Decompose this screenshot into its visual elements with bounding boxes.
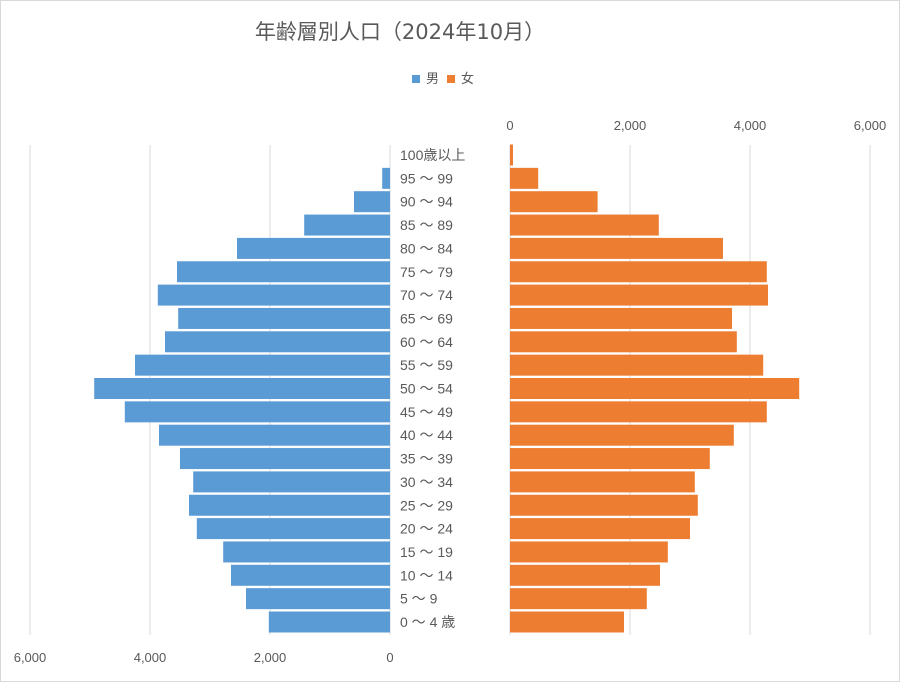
right-axis-tick-label: 2,000 [614,118,647,133]
bar-female [510,448,710,470]
category-label: 20 ～ 24 [400,521,453,537]
legend-label-female: 女 [461,72,475,87]
bar-female [510,494,698,516]
bar-female [510,144,513,166]
bar-male [94,378,390,399]
bar-male [382,167,390,189]
bar-female [510,167,539,189]
category-label: 35 ～ 39 [400,451,453,467]
category-label: 100歳以上 [400,147,465,163]
category-label: 5 ～ 9 [400,591,438,607]
left-axis-tick-label: 0 [386,650,393,665]
bar-female [510,307,732,329]
left-axis-tick-label: 2,000 [254,650,287,665]
bar-female [510,284,768,306]
category-label: 25 ～ 29 [400,497,453,513]
bar-female [510,354,764,376]
legend-swatch-female [447,75,456,83]
category-label: 50 ～ 54 [400,381,453,397]
bar-female [510,611,624,633]
category-label: 70 ～ 74 [400,287,453,303]
bar-male [223,541,390,563]
bar-male [231,564,390,586]
bar-female [510,471,695,493]
category-label: 55 ～ 59 [400,357,453,373]
legend: 男 女 [412,68,474,87]
category-label: 60 ～ 64 [400,334,453,350]
left-axis-tick-label: 4,000 [134,650,167,665]
bar-male [159,424,390,446]
category-label: 85 ～ 89 [400,217,453,233]
category-label: 65 ～ 69 [400,310,453,326]
right-axis-tick-label: 0 [506,118,513,133]
category-label: 0 ～ 4 歳 [400,614,455,630]
category-label: 30 ～ 34 [400,474,453,490]
bar-male [180,448,390,470]
bar-female [510,261,767,283]
bar-female [510,401,767,423]
category-label: 90 ～ 94 [400,194,453,210]
category-label: 45 ～ 49 [400,404,453,420]
bar-female [510,564,660,586]
bar-female [510,541,668,563]
legend-label-male: 男 [426,72,440,87]
bar-male [165,331,390,353]
bar-male [193,471,390,493]
chart-title: 年齢層別人口（2024年10月） [254,20,546,44]
bar-female [510,214,659,236]
bar-male [304,214,390,236]
bar-male [196,518,390,540]
bar-male [189,494,390,516]
bar-male [177,261,390,283]
right-axis-tick-label: 6,000 [854,118,887,133]
bar-female [510,518,690,540]
legend-item-female: 女 [447,68,474,87]
bar-male [246,588,390,610]
bar-female [510,424,734,446]
category-label: 40 ～ 44 [400,427,453,443]
category-label: 10 ～ 14 [400,567,453,583]
bar-female [510,378,800,399]
legend-item-male: 男 [412,68,439,87]
category-label: 75 ～ 79 [400,264,453,280]
bar-male [157,284,390,306]
bar-female [510,588,647,610]
bar-female [510,191,598,213]
bar-male [124,401,391,423]
bar-male [354,191,390,213]
bar-male [268,611,390,633]
bar-male [135,354,390,376]
right-axis-tick-label: 4,000 [734,118,767,133]
bar-female [510,331,737,353]
bar-male [237,237,390,259]
category-label: 80 ～ 84 [400,240,453,256]
left-axis-tick-label: 6,000 [14,650,47,665]
category-label: 95 ～ 99 [400,170,453,186]
bar-female [510,237,723,259]
category-label: 15 ～ 19 [400,544,453,560]
bar-male [178,307,390,329]
legend-swatch-male [412,75,420,83]
